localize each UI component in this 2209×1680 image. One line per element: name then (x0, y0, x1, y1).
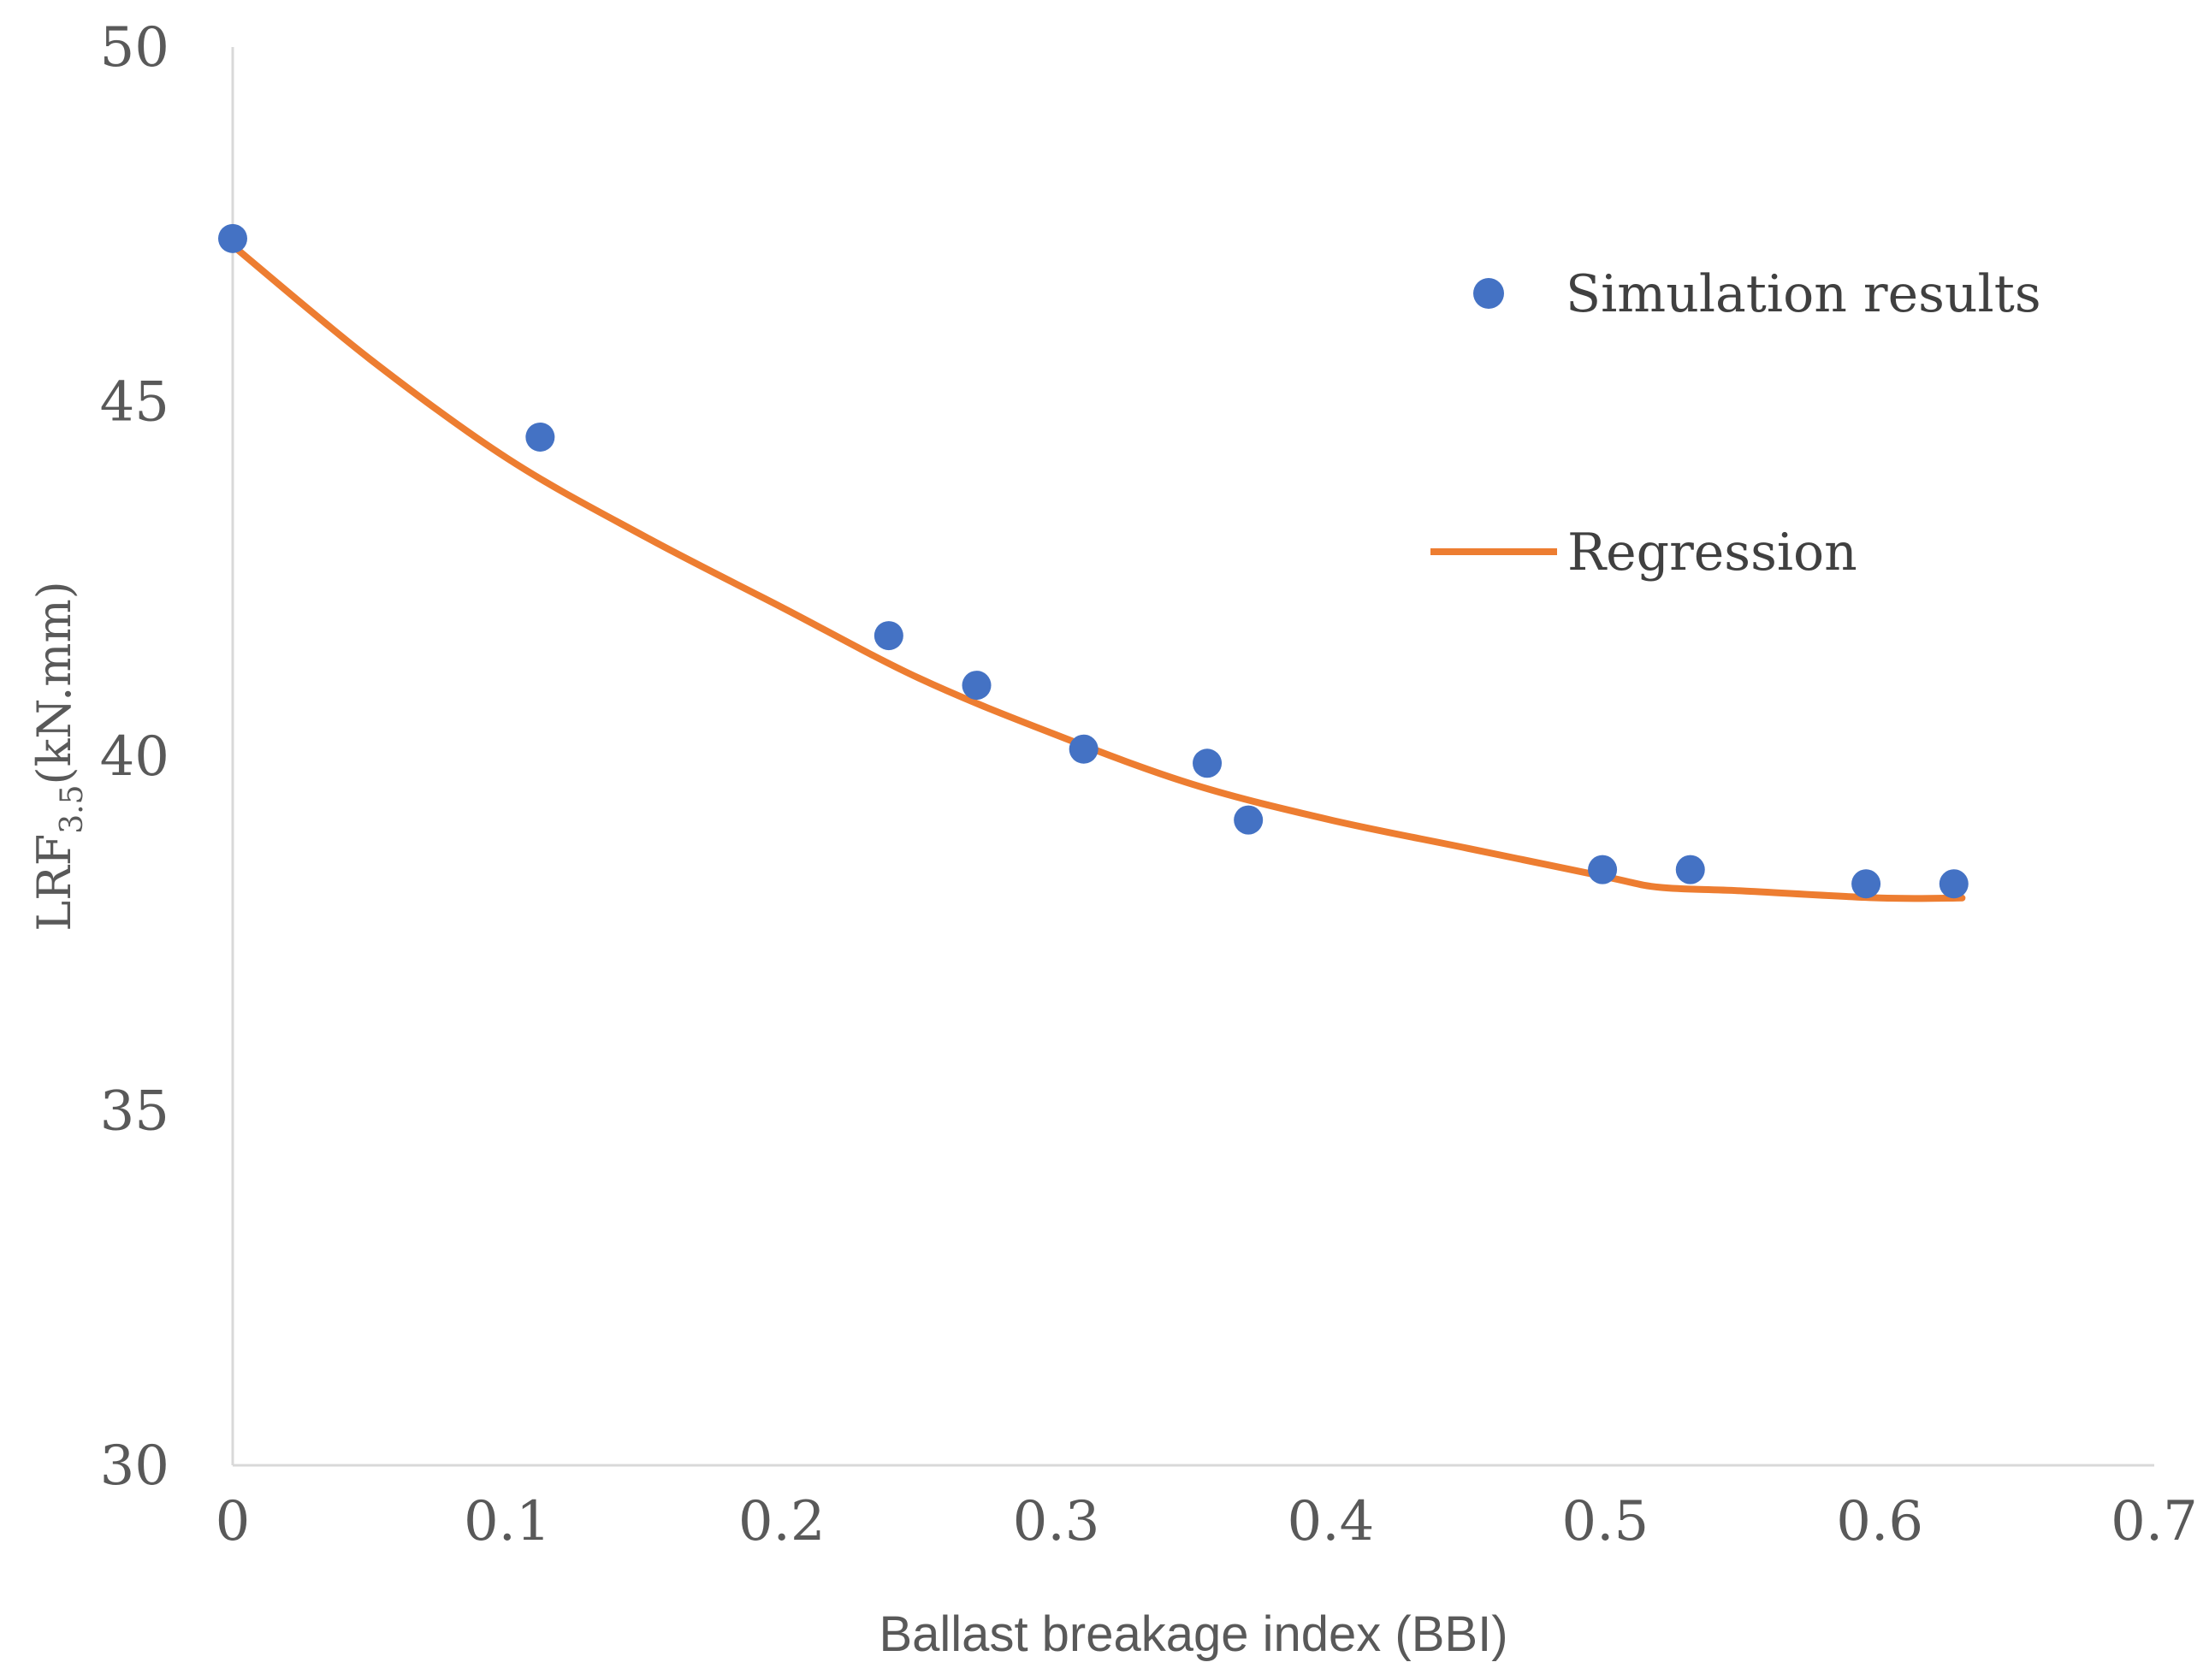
x-tick-label: 0.4 (1288, 1490, 1375, 1553)
x-tick-label: 0.2 (738, 1490, 826, 1553)
legend-label-simulation: Simulation results (1566, 264, 2041, 324)
y-tick-label: 50 (100, 16, 169, 80)
simulation-point (1851, 869, 1881, 899)
x-tick-label: 0.6 (1836, 1490, 1923, 1553)
axes (231, 47, 2154, 1467)
y-tick-label: 35 (100, 1080, 169, 1144)
simulation-point (525, 422, 555, 452)
legend: Simulation results Regression (1430, 264, 2041, 583)
legend-label-regression: Regression (1567, 523, 1857, 583)
x-tick-label: 0 (216, 1490, 251, 1553)
simulation-point (1234, 805, 1264, 835)
y-tick-label: 30 (100, 1435, 169, 1498)
simulation-point (218, 223, 247, 253)
simulation-point (1939, 869, 1969, 899)
x-tick-label: 0.1 (464, 1490, 551, 1553)
simulation-point (1193, 748, 1223, 778)
simulation-point (1069, 734, 1099, 764)
y-tick-labels: 30 35 40 45 50 (100, 16, 169, 1498)
x-tick-label: 0.5 (1561, 1490, 1649, 1553)
y-axis-title-subscript: 3.5 (55, 784, 90, 833)
plot-area (218, 223, 1969, 902)
y-axis-title-prefix: LRF (27, 834, 81, 932)
x-tick-labels: 0 0.1 0.2 0.3 0.4 0.5 0.6 0.7 (216, 1490, 2198, 1553)
simulation-point (874, 621, 903, 651)
x-axis-title: Ballast breakage index (BBI) (879, 1606, 1507, 1662)
simulation-point (962, 671, 992, 701)
simulation-point (1675, 855, 1705, 884)
y-axis-title: LRF3.5(kN.mm) (27, 581, 90, 932)
legend-marker-simulation (1473, 278, 1504, 309)
regression-line (229, 242, 1966, 902)
simulation-point (1588, 855, 1618, 884)
y-tick-label: 40 (100, 725, 169, 789)
y-axis-title-suffix: (kN.mm) (27, 581, 81, 784)
x-tick-label: 0.7 (2111, 1490, 2198, 1553)
y-tick-label: 45 (100, 371, 169, 435)
x-tick-label: 0.3 (1013, 1490, 1100, 1553)
